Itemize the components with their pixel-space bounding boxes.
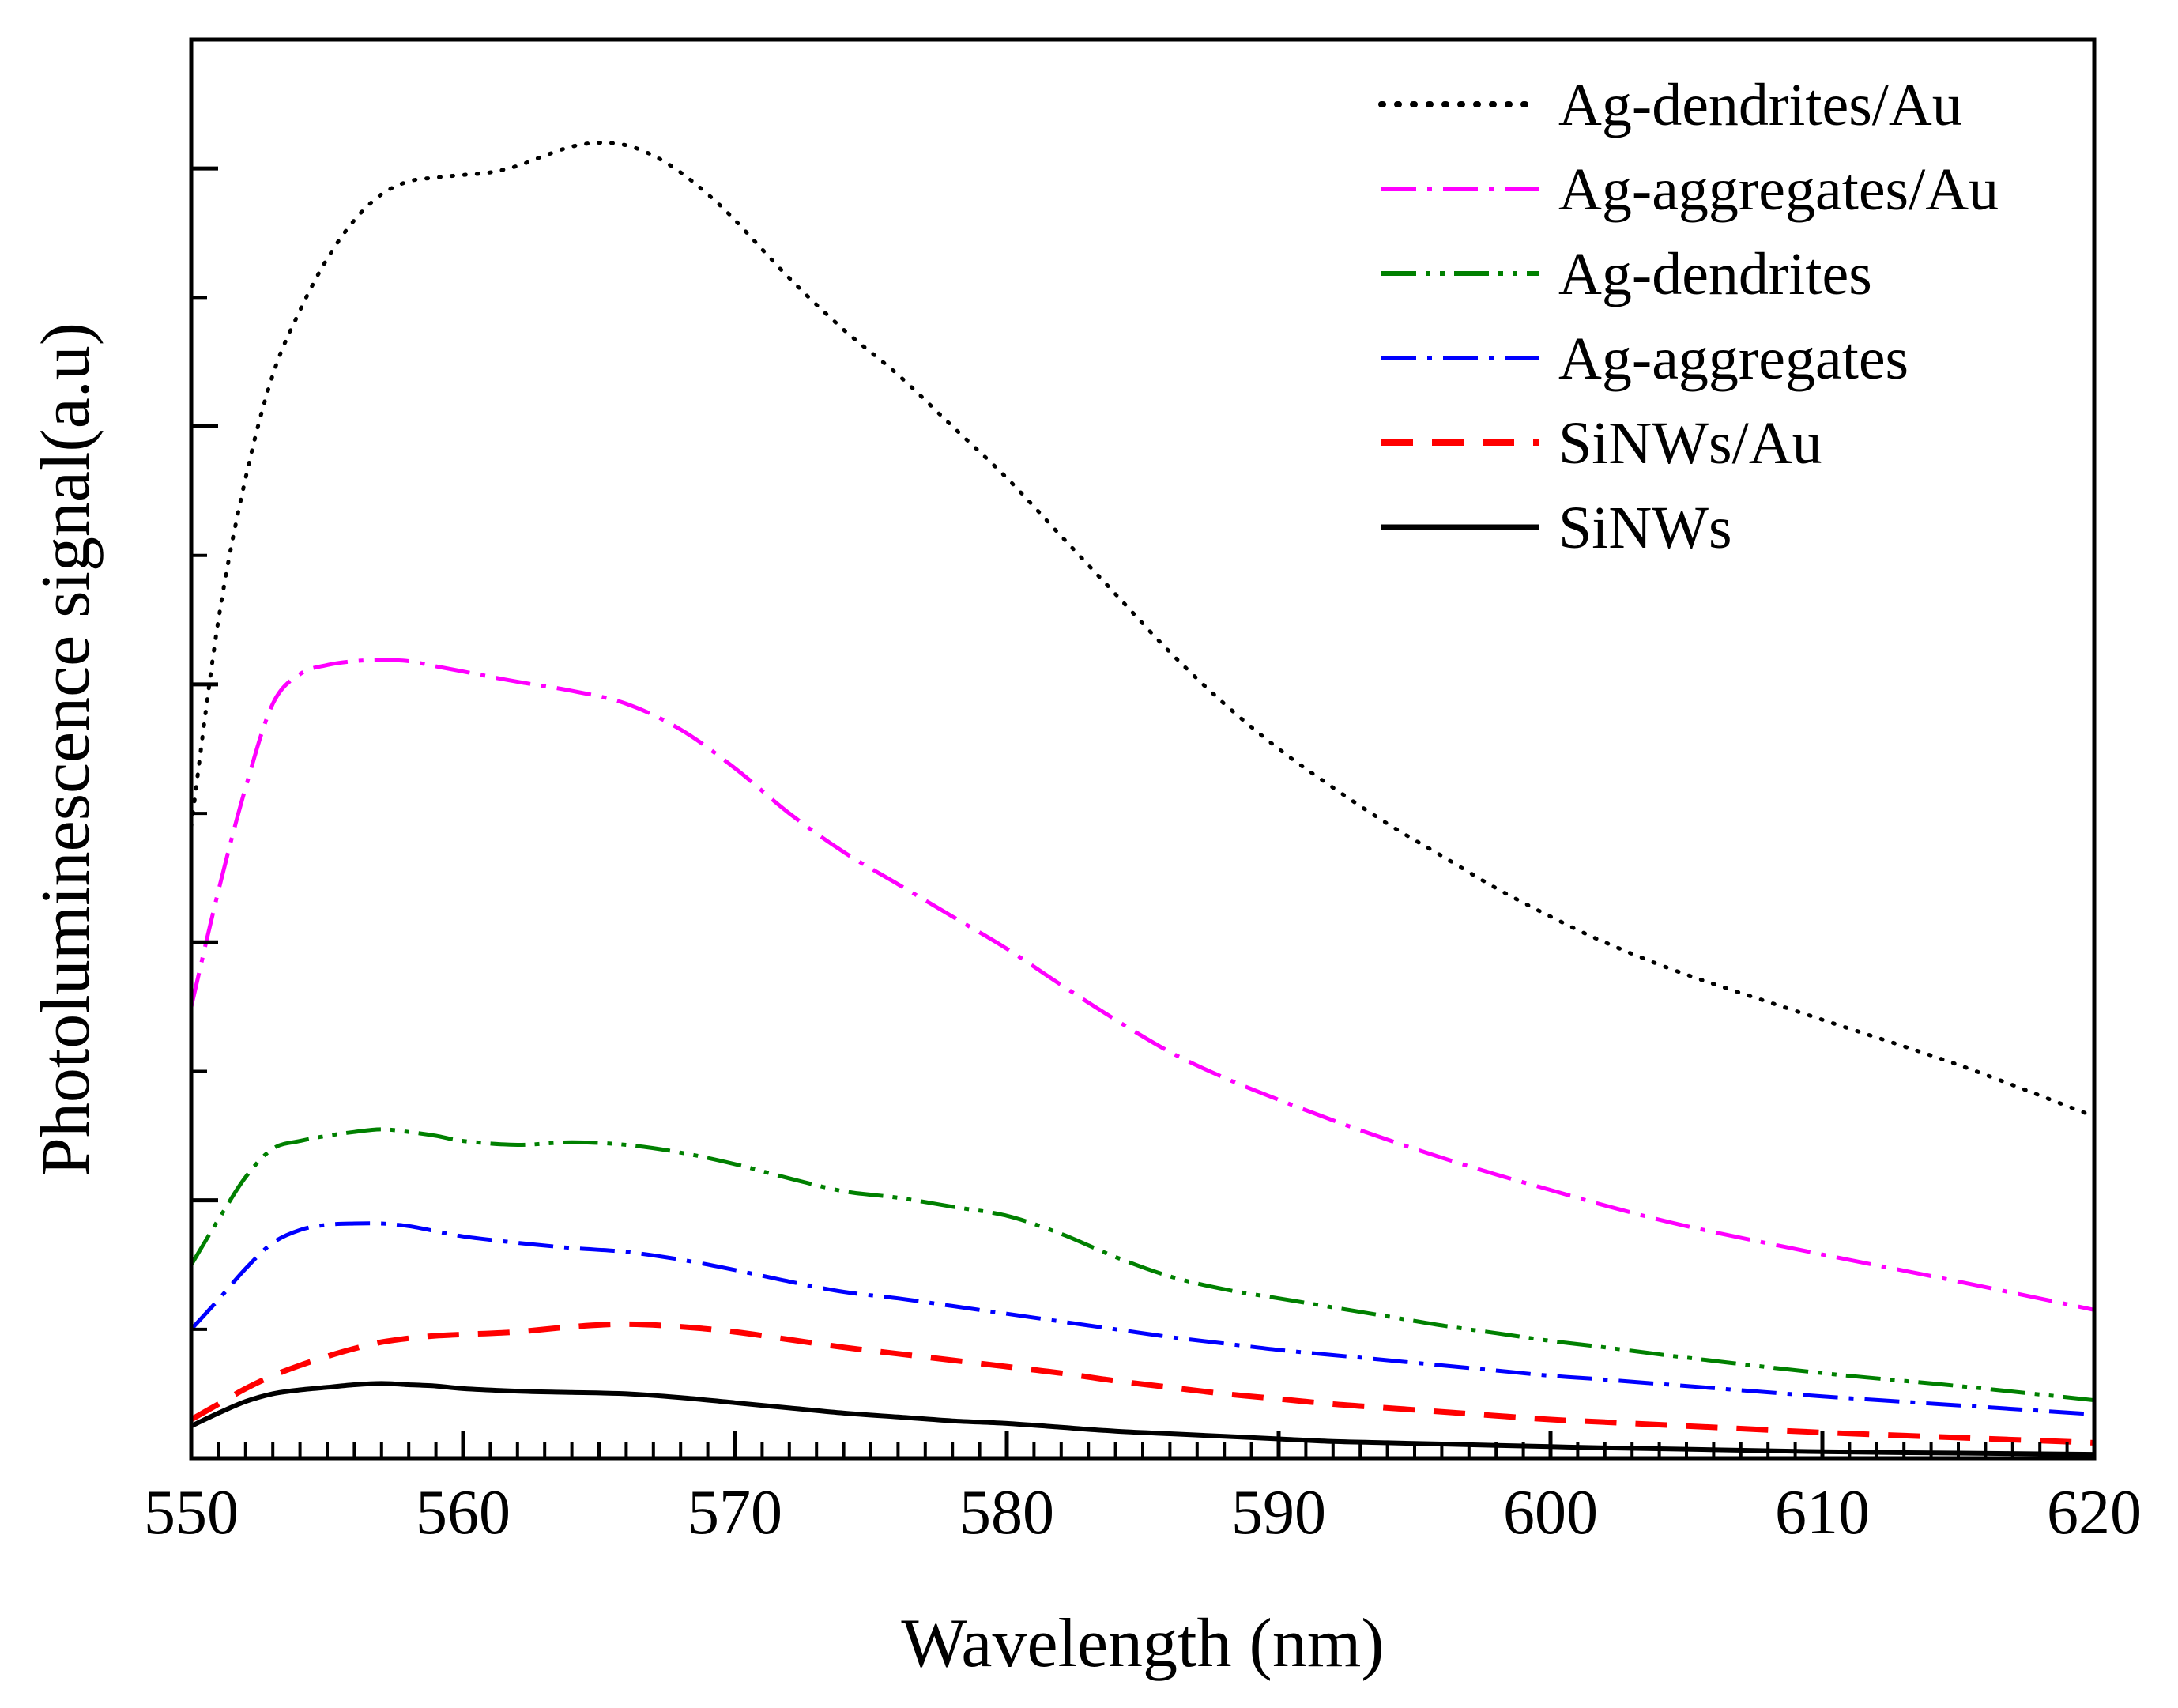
x-tick-label-560: 560 (416, 1478, 511, 1548)
legend-label-ag-dendrites-au: Ag-dendrites/Au (1558, 72, 1962, 138)
legend: Ag-dendrites/Au Ag-aggregates/Au Ag-dendri… (1378, 72, 1999, 561)
x-tick-label-600: 600 (1503, 1478, 1598, 1548)
x-axis-tick-labels: 550 560 570 580 590 600 610 620 (144, 1478, 2142, 1548)
series-line-sinws-au (190, 1321, 2095, 1446)
legend-label-ag-aggregates: Ag-aggregates (1558, 326, 1909, 392)
y-axis-title: Photoluminescence signal(a.u) (28, 322, 104, 1176)
x-tick-label-610: 610 (1775, 1478, 1870, 1548)
legend-label-sinws-au: SiNWs/Au (1558, 410, 1822, 477)
legend-label-ag-aggregates-au: Ag-aggregates/Au (1558, 156, 1999, 223)
x-axis-title: Wavelength (nm) (901, 1605, 1384, 1682)
legend-label-sinws: SiNWs (1558, 495, 1732, 561)
x-tick-label-550: 550 (144, 1478, 239, 1548)
series-line-ag-dendrites (189, 1127, 2095, 1403)
x-tick-label-620: 620 (2047, 1478, 2142, 1548)
legend-label-ag-dendrites: Ag-dendrites (1558, 241, 1872, 307)
series-line-sinws (190, 1381, 2095, 1457)
series-line-ag-aggregates (190, 1221, 2095, 1416)
series-layer (189, 140, 2097, 1457)
y-axis-ticks (191, 166, 218, 1331)
x-tick-label-580: 580 (959, 1478, 1054, 1548)
x-tick-label-570: 570 (688, 1478, 782, 1548)
series-line-ag-dendrites-au (189, 140, 2097, 1119)
x-axis-ticks (189, 1431, 2097, 1458)
x-tick-label-590: 590 (1231, 1478, 1326, 1548)
series-line-ag-aggregates-au (189, 658, 2095, 1312)
